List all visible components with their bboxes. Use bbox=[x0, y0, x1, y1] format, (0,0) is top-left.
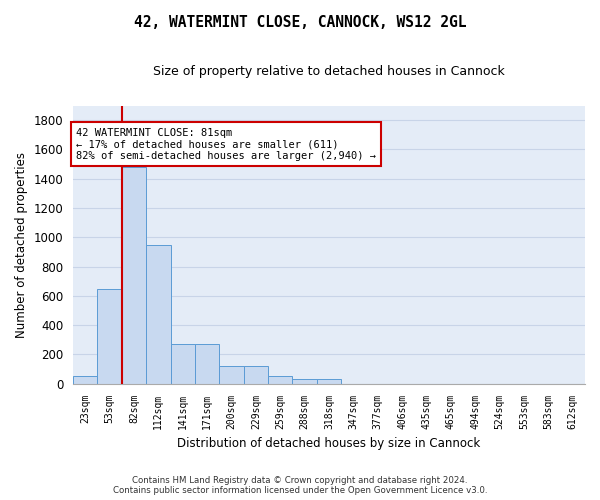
Bar bbox=[73, 376, 97, 384]
Bar bbox=[195, 344, 220, 384]
Text: 42 WATERMINT CLOSE: 81sqm
← 17% of detached houses are smaller (611)
82% of semi: 42 WATERMINT CLOSE: 81sqm ← 17% of detac… bbox=[76, 128, 376, 160]
Bar bbox=[122, 167, 146, 384]
Bar bbox=[146, 244, 170, 384]
Bar bbox=[170, 344, 195, 384]
Bar bbox=[220, 366, 244, 384]
Bar bbox=[268, 376, 292, 384]
Bar bbox=[244, 366, 268, 384]
Y-axis label: Number of detached properties: Number of detached properties bbox=[15, 152, 28, 338]
X-axis label: Distribution of detached houses by size in Cannock: Distribution of detached houses by size … bbox=[178, 437, 481, 450]
Bar bbox=[317, 380, 341, 384]
Bar bbox=[97, 288, 122, 384]
Bar bbox=[292, 380, 317, 384]
Text: Contains HM Land Registry data © Crown copyright and database right 2024.
Contai: Contains HM Land Registry data © Crown c… bbox=[113, 476, 487, 495]
Text: 42, WATERMINT CLOSE, CANNOCK, WS12 2GL: 42, WATERMINT CLOSE, CANNOCK, WS12 2GL bbox=[134, 15, 466, 30]
Title: Size of property relative to detached houses in Cannock: Size of property relative to detached ho… bbox=[153, 65, 505, 78]
